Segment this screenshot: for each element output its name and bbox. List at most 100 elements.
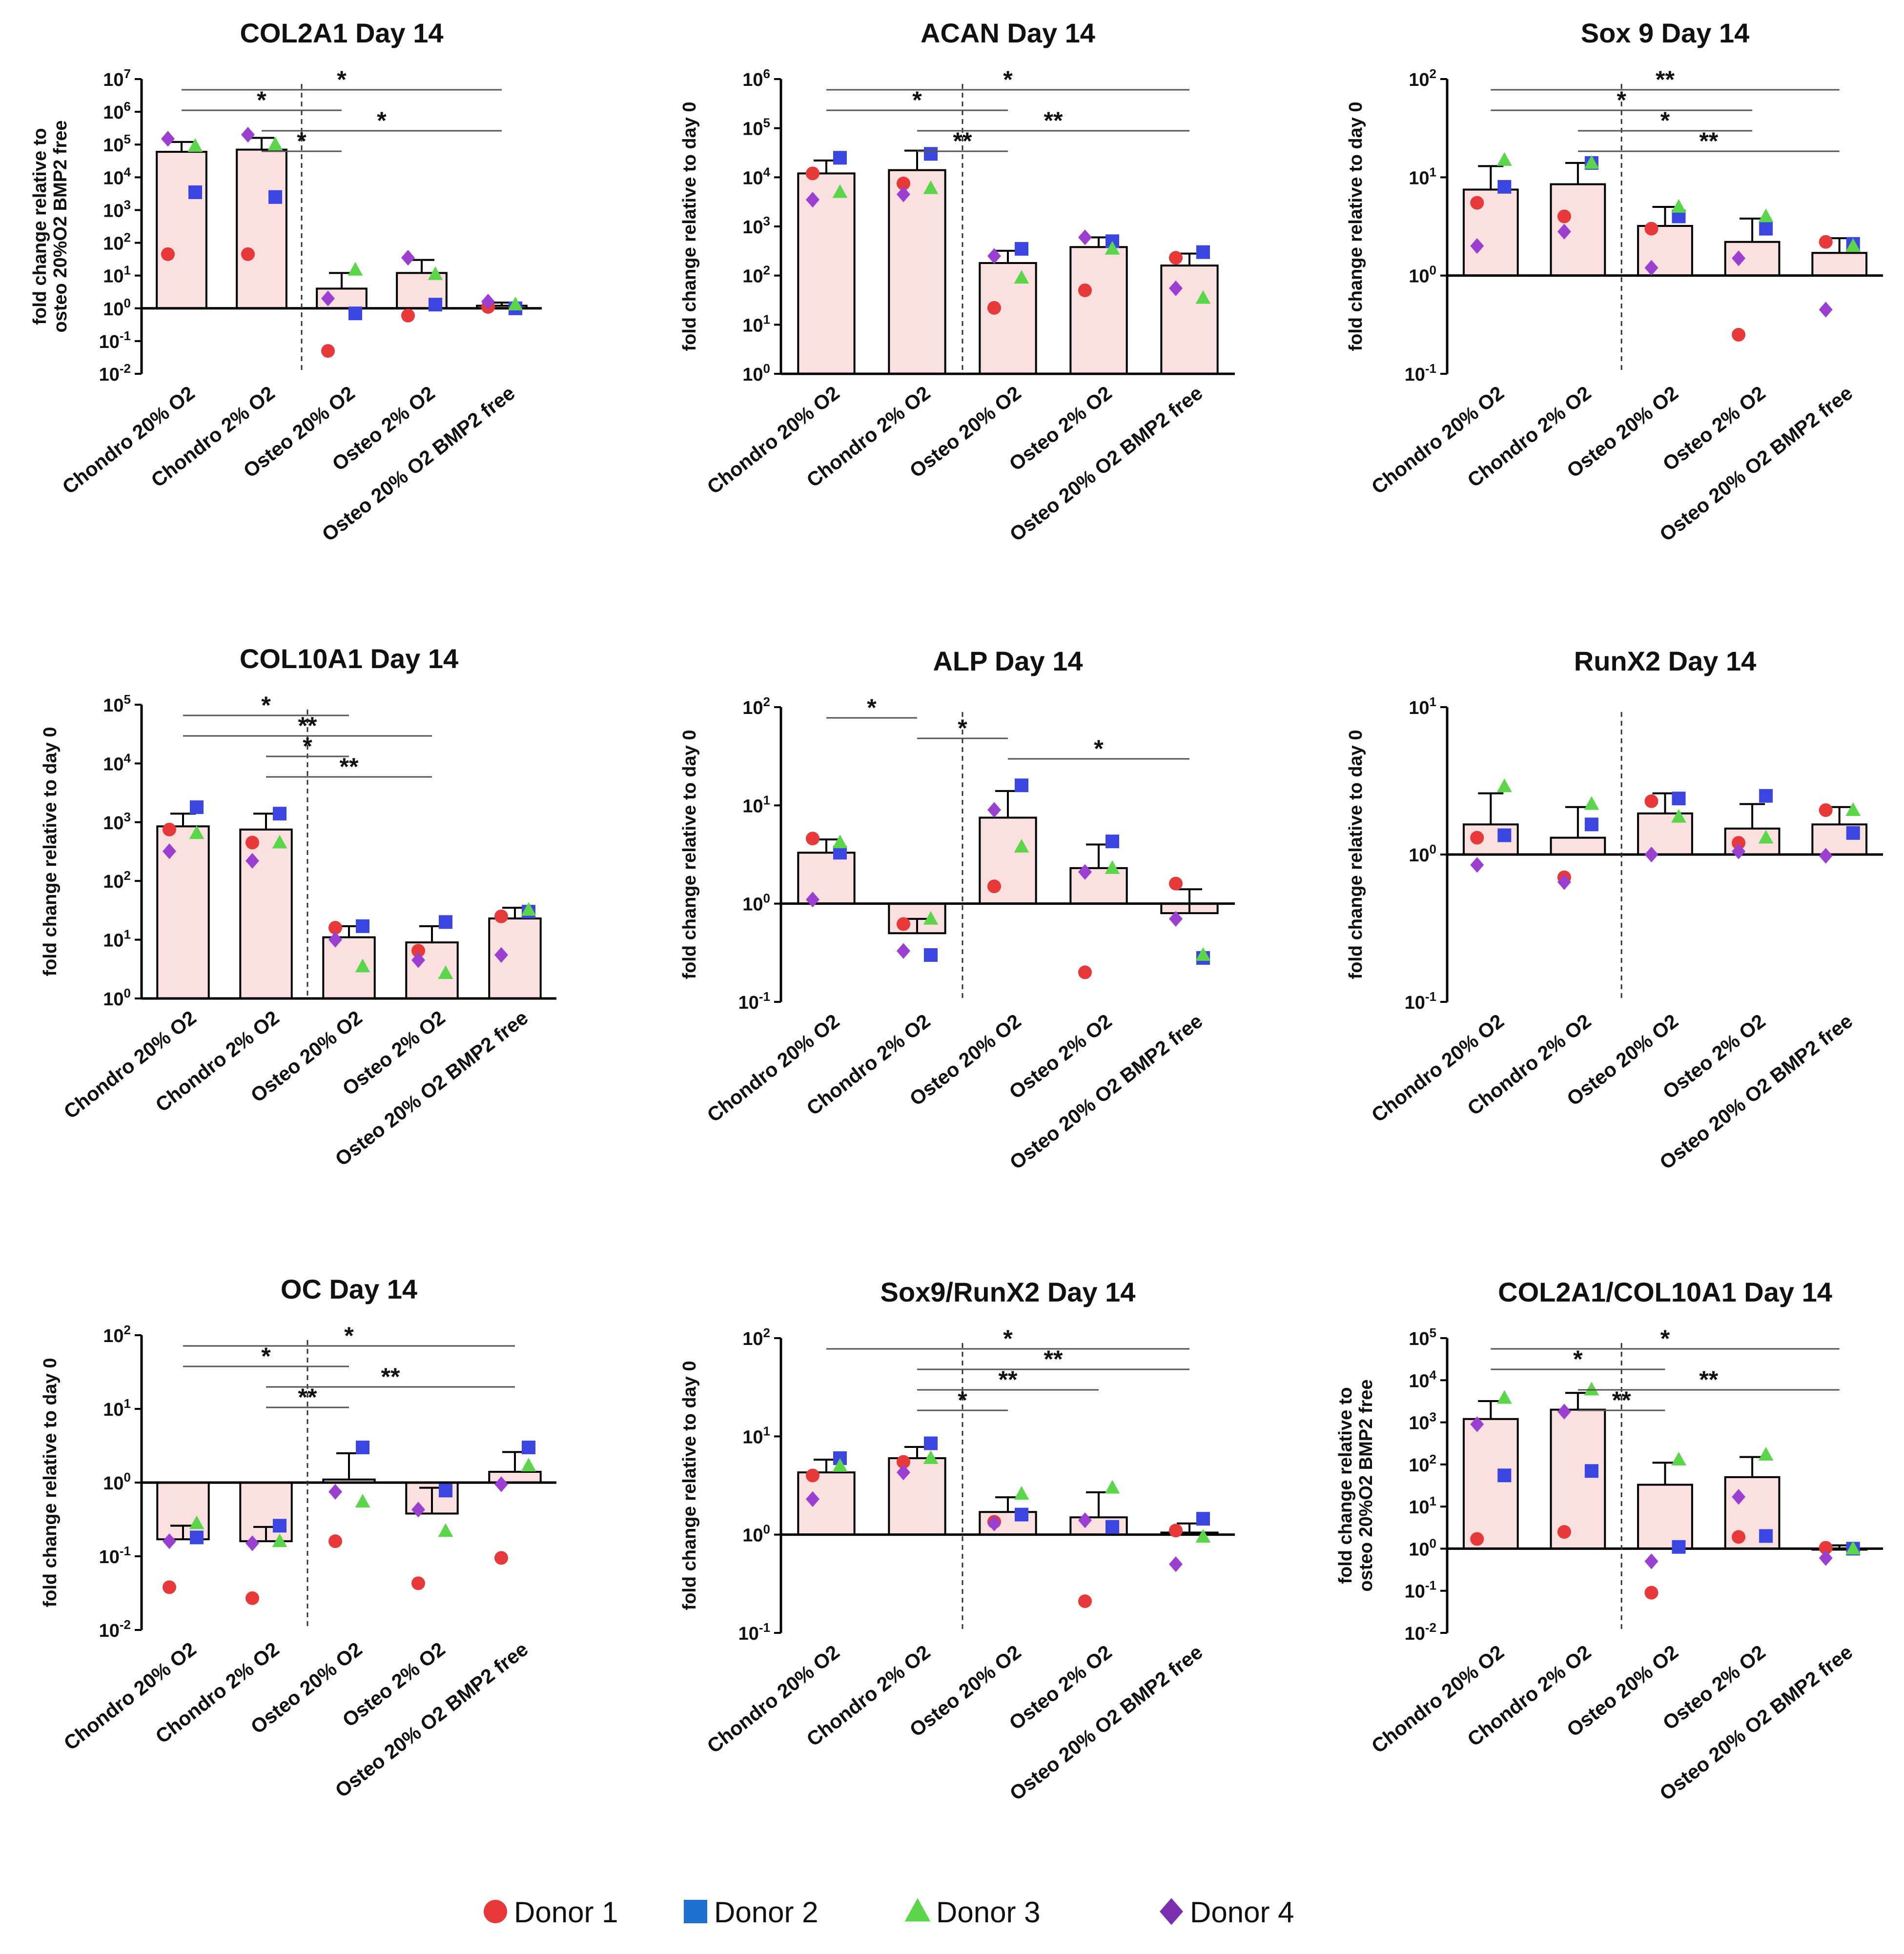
point-donor-1 (1169, 251, 1183, 265)
chart-title: OC Day 14 (281, 1274, 417, 1304)
point-donor-4 (1557, 224, 1571, 240)
legend-label: Donor 1 (514, 1896, 618, 1929)
y-tick-label: 101 (1409, 1494, 1436, 1518)
point-donor-2 (439, 915, 452, 929)
panel-4: COL10A1 Day 14 fold change relative to da… (40, 643, 556, 1170)
point-donor-1 (163, 822, 176, 836)
point-donor-4 (1470, 238, 1484, 254)
point-donor-2 (190, 800, 204, 814)
significance-label: * (1660, 1325, 1670, 1352)
point-donor-1 (1732, 327, 1746, 342)
significance-label: * (261, 692, 271, 719)
point-donor-1 (1557, 209, 1571, 224)
point-donor-1 (1644, 222, 1658, 236)
point-donor-2 (356, 919, 369, 933)
chart-title: COL10A1 Day 14 (240, 643, 458, 674)
significance-label: ** (298, 712, 317, 739)
significance-label: * (1094, 735, 1104, 762)
panel-6: RunX2 Day 14 fold change relative to day … (1346, 646, 1883, 1174)
significance-label: ** (340, 753, 359, 780)
y-tick-label: 102 (742, 263, 770, 287)
y-axis-label: fold change relative to day 0 (679, 102, 700, 351)
legend-marker-3 (904, 1898, 931, 1922)
point-donor-3 (272, 1533, 287, 1547)
point-donor-2 (1015, 778, 1028, 793)
significance-label: ** (1044, 107, 1063, 134)
point-donor-2 (1106, 1520, 1119, 1534)
point-donor-1 (1732, 1530, 1746, 1544)
bar (1160, 265, 1219, 375)
y-tick-label: 102 (1409, 66, 1436, 90)
point-donor-4 (987, 1515, 1001, 1531)
y-tick-label: 102 (103, 1323, 131, 1346)
point-donor-4 (1644, 260, 1658, 276)
y-tick-label: 102 (742, 694, 770, 718)
y-axis-label: fold change relative to day 0 (1346, 730, 1366, 979)
point-donor-2 (356, 1440, 369, 1454)
point-donor-1 (401, 308, 415, 323)
point-donor-2 (273, 1519, 287, 1533)
point-donor-1 (1470, 831, 1484, 845)
y-tick-label: 103 (742, 214, 770, 238)
y-tick-label: 105 (103, 132, 131, 156)
point-donor-3 (1105, 860, 1120, 874)
point-donor-4 (1732, 250, 1746, 266)
y-tick-label: 106 (103, 99, 131, 123)
point-donor-1 (806, 832, 819, 846)
point-donor-3 (1195, 947, 1211, 961)
point-donor-1 (987, 879, 1001, 894)
point-donor-1 (897, 176, 910, 190)
point-donor-2 (1672, 1540, 1686, 1554)
point-donor-3 (1758, 830, 1774, 844)
point-donor-1 (1732, 836, 1746, 850)
y-tick-label: 103 (103, 810, 131, 834)
panel-9: COL2A1/COL10A1 Day 14 fold change relativ… (1335, 1277, 1883, 1805)
point-donor-3 (438, 1523, 453, 1537)
y-tick-label: 104 (742, 164, 770, 188)
point-donor-2 (924, 147, 938, 161)
y-tick-label: 105 (742, 116, 770, 140)
significance-label: * (867, 694, 877, 721)
chart-title: ALP Day 14 (933, 646, 1083, 676)
y-tick-label: 103 (103, 197, 131, 221)
y-tick-label: 103 (1409, 1410, 1436, 1434)
point-donor-1 (161, 247, 175, 261)
point-donor-1 (806, 1468, 819, 1483)
point-donor-1 (1644, 1586, 1658, 1600)
y-axis-label: fold change relative to day 0 (679, 730, 700, 979)
significance-label: * (337, 66, 347, 93)
point-donor-2 (1759, 1529, 1773, 1543)
point-donor-1 (1819, 235, 1833, 249)
point-donor-4 (1169, 280, 1183, 296)
bar (1550, 836, 1606, 856)
bar (1637, 1484, 1693, 1550)
legend-label: Donor 3 (936, 1896, 1040, 1929)
y-tick-label: 104 (103, 751, 131, 774)
point-donor-4 (321, 290, 335, 306)
point-donor-1 (494, 909, 508, 923)
point-donor-3 (832, 1458, 848, 1472)
point-donor-4 (897, 186, 910, 203)
y-tick-label: 100 (1409, 842, 1436, 866)
y-axis-label: fold change relative to (30, 128, 50, 325)
point-donor-4 (481, 293, 495, 310)
point-donor-1 (411, 1576, 425, 1590)
y-tick-label: 100 (742, 1522, 770, 1546)
point-donor-2 (522, 1440, 535, 1454)
category-label: Chondro 20% O2 (60, 1006, 201, 1123)
legend-marker-1 (484, 1900, 507, 1923)
legend-marker-4 (1160, 1898, 1183, 1925)
point-donor-2 (1106, 835, 1119, 849)
point-donor-3 (1584, 155, 1599, 169)
point-donor-2 (1497, 180, 1512, 194)
significance-label: * (1617, 86, 1626, 114)
point-donor-3 (521, 902, 536, 916)
point-donor-2 (1759, 222, 1773, 236)
significance-label: * (912, 86, 922, 114)
y-tick-label: 10-1 (1405, 361, 1436, 385)
y-axis-label: osteo 20%O2 BMP2 free (1356, 1379, 1376, 1591)
chart-title: COL2A1/COL10A1 Day 14 (1498, 1277, 1832, 1307)
chart-title: COL2A1 Day 14 (240, 18, 443, 48)
y-tick-label: 10-1 (1405, 1578, 1436, 1602)
point-donor-4 (1169, 1556, 1183, 1572)
